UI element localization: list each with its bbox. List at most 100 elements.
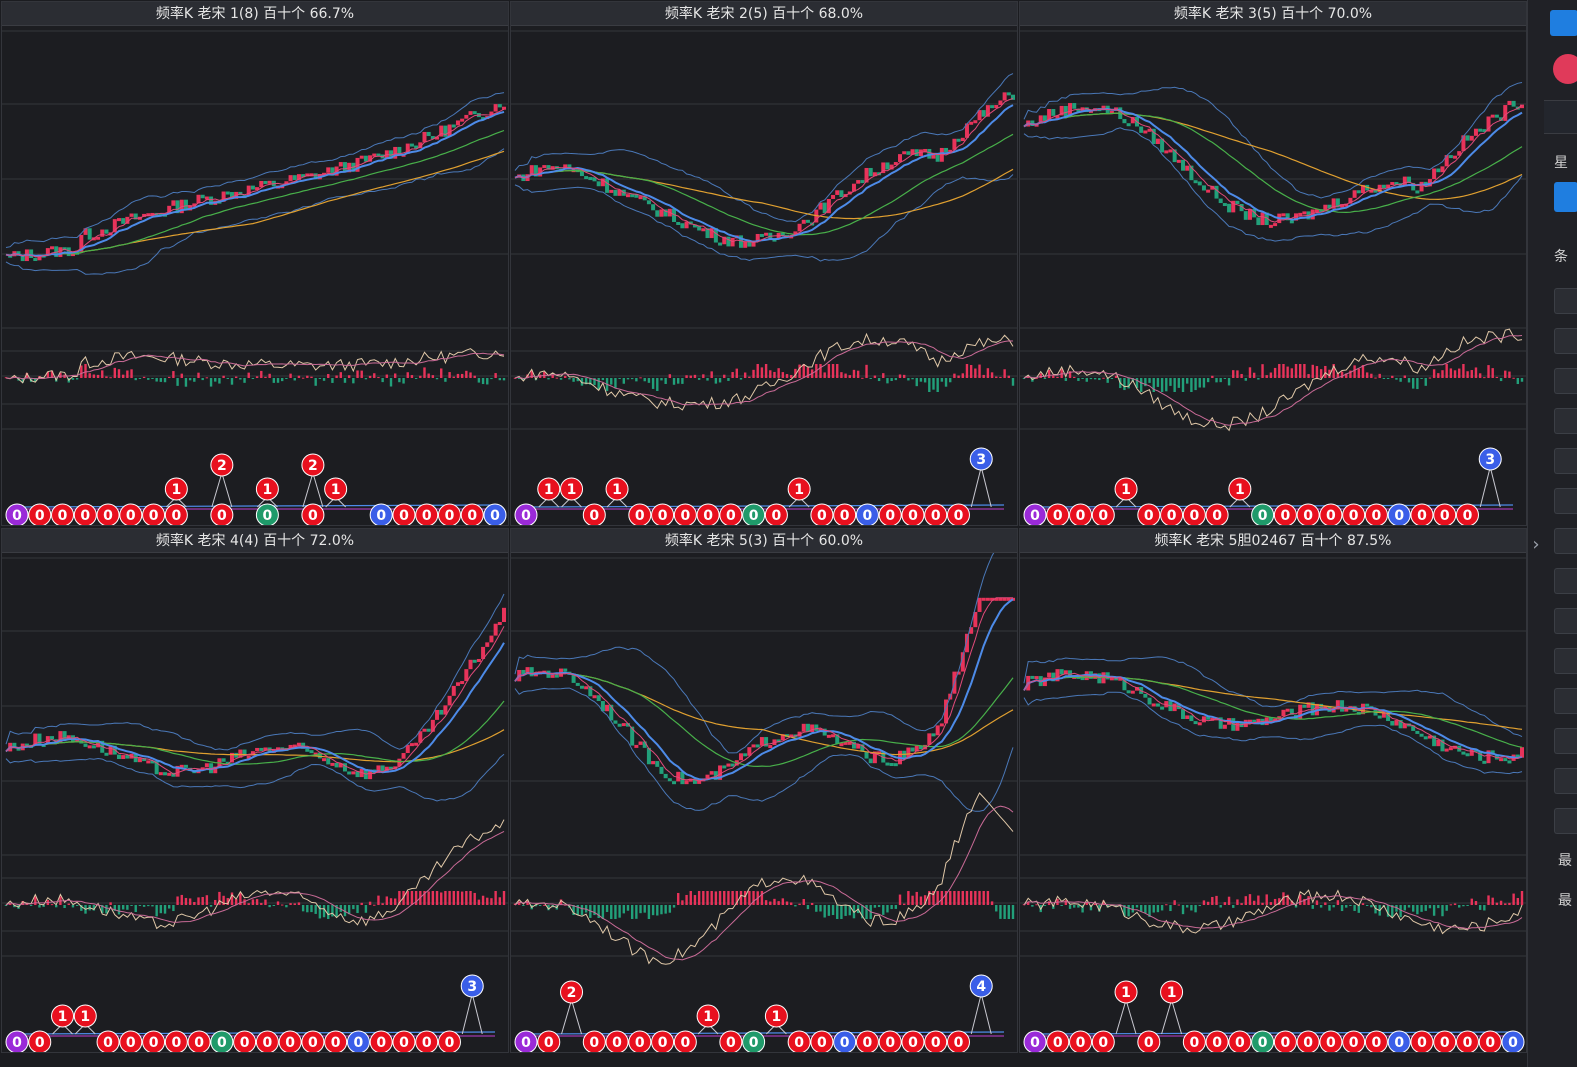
value-badge: 0: [1364, 1030, 1388, 1052]
sidebar-top-button[interactable]: [1550, 10, 1577, 36]
macd-bar: [1114, 375, 1118, 378]
sidebar-tab-strip[interactable]: [1544, 100, 1577, 134]
candle: [1222, 203, 1227, 207]
macd-bar: [911, 895, 914, 905]
collapse-chevron-icon[interactable]: ›: [1532, 534, 1540, 555]
macd-bar: [798, 903, 801, 905]
macd-bar: [576, 378, 579, 382]
candle: [1134, 687, 1139, 691]
svg-text:0: 0: [794, 1035, 804, 1051]
macd-bar: [664, 905, 667, 914]
svg-text:0: 0: [490, 508, 500, 524]
svg-text:0: 0: [376, 508, 386, 524]
candle: [347, 771, 352, 775]
ma5-line: [514, 597, 1013, 782]
svg-text:0: 0: [658, 1035, 668, 1051]
candle: [642, 741, 647, 748]
sidebar-field-0[interactable]: [1554, 288, 1577, 314]
candle: [393, 146, 398, 159]
svg-text:0: 0: [817, 1035, 827, 1051]
sidebar-field-9[interactable]: [1554, 648, 1577, 674]
sidebar-star-button[interactable]: [1554, 182, 1577, 212]
sidebar-label-bar: 条: [1554, 249, 1568, 265]
chart-panel-4[interactable]: 频率K 老宋 4(4) 百十个 72.0% 1 1 3 0 0 0 0 0 0 0 0 0 0 0 0 0 0 0 0…: [1, 528, 509, 1053]
chart-panel-3[interactable]: 频率K 老宋 3(5) 百十个 70.0% 1 1 3 0 0 0 0 0 0 0 0 0 0 0 0 0 0 0 0…: [1019, 1, 1527, 526]
candle: [464, 114, 469, 119]
candle: [502, 607, 506, 623]
candle: [37, 254, 42, 261]
sidebar-field-5[interactable]: [1554, 488, 1577, 514]
macd-bar: [209, 378, 213, 387]
candle: [868, 758, 873, 764]
macd-bar: [393, 373, 397, 378]
macd-bar: [322, 905, 326, 918]
chart-panel-6[interactable]: 频率K 老宋 5胆02467 百十个 87.5% 1 1 0 0 0 0 0 0 0 0 0 0 0 0 0 0…: [1019, 528, 1527, 1053]
candle: [50, 736, 55, 740]
sidebar-field-11[interactable]: [1554, 728, 1577, 754]
svg-text:0: 0: [1144, 508, 1154, 524]
candle: [389, 766, 394, 770]
candle: [246, 755, 251, 759]
sidebar-field-3[interactable]: [1554, 408, 1577, 434]
macd-bar: [1219, 905, 1222, 908]
candle: [944, 699, 949, 724]
macd-bar: [63, 905, 66, 909]
candle: [525, 667, 530, 675]
sidebar-field-8[interactable]: [1554, 608, 1577, 634]
macd-bar: [1135, 378, 1139, 388]
sidebar-record-icon[interactable]: [1553, 54, 1577, 84]
candle: [1193, 721, 1198, 725]
sidebar-field-1[interactable]: [1554, 328, 1577, 354]
badge-baseline: [525, 1031, 1005, 1035]
boll-lower-line: [5, 753, 505, 802]
candle: [994, 105, 999, 109]
candle: [1503, 758, 1508, 762]
candle: [439, 125, 444, 137]
sidebar-field-10[interactable]: [1554, 688, 1577, 714]
macd-bar: [961, 891, 964, 905]
macd-bar: [660, 378, 663, 381]
boll-upper-line: [1023, 656, 1523, 738]
candle: [550, 166, 555, 170]
chart-panel-2[interactable]: 频率K 老宋 2(5) 百十个 68.0% 1 1 1 1 3 0 0 0 0 0 0 0 0 0 0 0 0 0 0…: [510, 1, 1018, 526]
value-badge: 0: [924, 503, 948, 525]
macd-bar: [986, 891, 990, 905]
macd-bar: [777, 368, 780, 378]
chart-panel-5[interactable]: 频率K 老宋 5(3) 百十个 60.0% 2 1 1 4 0 0 0 0 0 0 0 0 0 0 0 0 0 0 0…: [510, 528, 1018, 1053]
macd-bar: [1453, 903, 1457, 905]
macd-bar: [1303, 898, 1306, 905]
macd-bar: [735, 368, 738, 378]
macd-dif-line: [1023, 889, 1523, 935]
macd-bar: [672, 378, 676, 385]
sidebar-field-2[interactable]: [1554, 368, 1577, 394]
sidebar-field-7[interactable]: [1554, 568, 1577, 594]
panel-chart-svg: 1 130 0 0 0 0 0 0 0 0 0 0 0 0 0 0 0 0 0: [1020, 30, 1526, 525]
candle: [229, 752, 234, 763]
macd-bar: [1173, 378, 1176, 392]
sidebar-field-4[interactable]: [1554, 448, 1577, 474]
macd-bar: [1349, 370, 1352, 378]
macd-bar: [710, 891, 713, 905]
macd-bar: [1047, 901, 1051, 905]
candlesticks: [8, 104, 506, 262]
candle: [447, 695, 452, 706]
svg-text:0: 0: [1303, 1035, 1313, 1051]
candle: [229, 192, 234, 199]
ma5-line: [1023, 672, 1523, 760]
svg-text:0: 0: [635, 508, 645, 524]
sidebar-field-6[interactable]: [1554, 528, 1577, 554]
badge-connector: [461, 993, 483, 1035]
macd-bar: [285, 905, 288, 908]
candle: [764, 737, 769, 747]
sidebar-field-12[interactable]: [1554, 768, 1577, 794]
ma10-line: [1023, 673, 1523, 760]
macd-bar: [1307, 374, 1310, 378]
sidebar-field-13[interactable]: [1554, 808, 1577, 834]
sidebar-label-max-2: 最: [1558, 893, 1572, 909]
candle: [96, 740, 101, 748]
chart-panel-1[interactable]: 频率K 老宋 1(8) 百十个 66.7% 1 2 1 2 1 0 0 0 0 0 0 0 0 0 0 0 0 0 0…: [1, 1, 509, 526]
macd-bar: [50, 370, 54, 378]
candlesticks: [1026, 669, 1524, 764]
macd-bar: [735, 891, 738, 905]
candle: [1360, 184, 1365, 193]
